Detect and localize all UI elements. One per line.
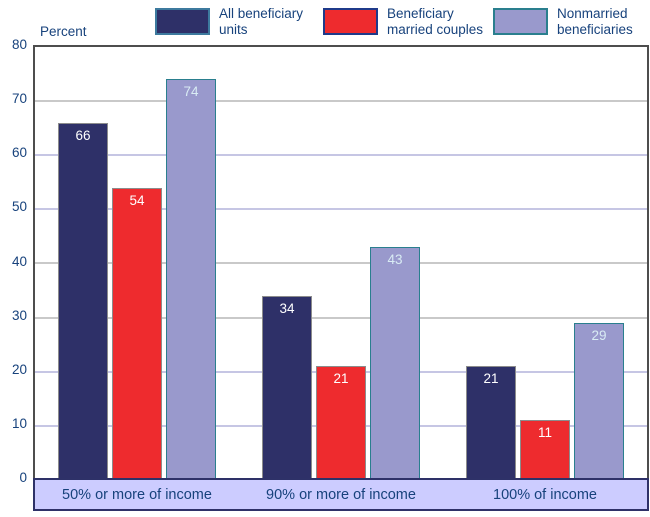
gridline-50 [35,208,647,210]
legend-label-line2: units [219,22,248,37]
y-tick-label-60: 60 [11,145,27,160]
bar-value-label: 54 [129,193,145,208]
y-tick-label-50: 50 [11,199,27,214]
gridline-30 [35,317,647,319]
legend-swatch-navy [155,8,210,35]
bar-value-label: 74 [183,84,199,99]
y-tick-label-80: 80 [11,37,27,52]
bar-value-label: 21 [483,371,499,386]
legend-label-line1: Nonmarried [557,6,628,21]
bar-value-label: 34 [279,301,295,316]
legend-label-line1: All beneficiary [219,6,304,21]
gridline-40 [35,262,647,264]
bar-value-label: 11 [537,425,552,440]
legend-swatch-red [323,8,378,35]
legend-label: Nonmarried beneficiaries [557,6,650,38]
y-tick-label-0: 0 [19,470,27,485]
bar-all-beneficiary-units-group2: 34 [262,296,312,480]
y-tick-label-10: 10 [11,416,27,431]
legend-label: All beneficiary units [219,6,349,38]
bar-beneficiary-married-couples-group1: 54 [112,188,162,480]
gridline-70 [35,100,647,102]
x-axis-category-band: 50% or more of income 90% or more of inco… [33,478,649,511]
bar-value-label: 29 [591,328,607,343]
gridline-60 [35,154,647,156]
bar-nonmarried-beneficiaries-group3: 29 [574,323,624,480]
plot-area: 66 34 21 54 21 11 74 43 29 [33,45,649,482]
bar-value-label: 66 [75,128,91,143]
legend-label: Beneficiary married couples [387,6,517,38]
y-axis-unit-label: Percent [40,24,87,39]
y-tick-label-30: 30 [11,308,27,323]
category-label-3: 100% of income [493,486,597,503]
legend-label-line2: married couples [387,22,484,37]
bar-beneficiary-married-couples-group2: 21 [316,366,366,480]
y-tick-label-70: 70 [11,91,27,106]
bar-all-beneficiary-units-group3: 21 [466,366,516,480]
y-tick-label-20: 20 [11,362,27,377]
bar-value-label: 43 [387,252,403,267]
bar-beneficiary-married-couples-group3: 11 [520,420,570,480]
category-label-2: 90% or more of income [266,486,416,503]
legend-swatch-purple [493,8,548,35]
category-label-1: 50% or more of income [62,486,212,503]
y-tick-label-40: 40 [11,254,27,269]
bar-nonmarried-beneficiaries-group2: 43 [370,247,420,480]
bar-all-beneficiary-units-group1: 66 [58,123,108,480]
bar-value-label: 21 [333,371,349,386]
legend-label-line2: beneficiaries [557,22,633,37]
legend-label-line1: Beneficiary [387,6,454,21]
bar-nonmarried-beneficiaries-group1: 74 [166,79,216,480]
